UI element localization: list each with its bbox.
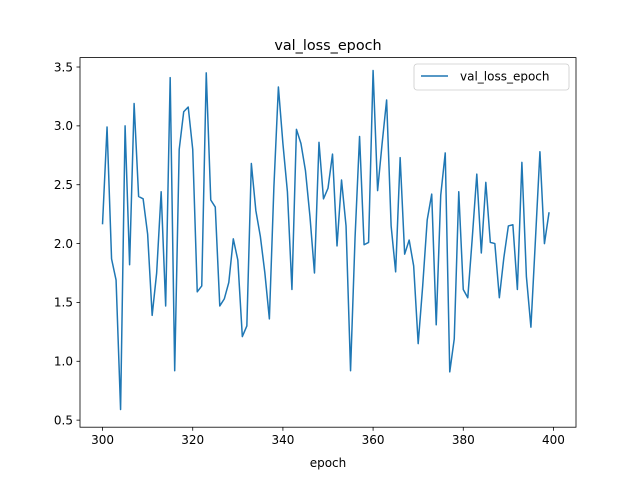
x-tick-label: 360 [362,433,385,447]
x-axis-label: epoch [310,456,347,470]
x-tick-label: 340 [271,433,294,447]
plot-area [101,69,550,411]
axes-frame [79,57,577,428]
x-axis: 300 320 340 360 380 400 [91,427,565,447]
x-tick-label: 380 [452,433,475,447]
y-tick-label: 3.5 [54,60,73,74]
x-tick-label: 300 [91,433,114,447]
y-tick-label: 1.5 [54,296,73,310]
y-axis: 0.5 1.0 1.5 2.0 2.5 3.0 3.5 [54,60,80,427]
x-tick-label: 320 [181,433,204,447]
y-tick-label: 3.0 [54,119,73,133]
y-tick-label: 2.0 [54,237,73,251]
y-tick-label: 0.5 [54,413,73,427]
y-tick-label: 2.5 [54,178,73,192]
chart-title: val_loss_epoch [274,38,381,54]
y-tick-label: 1.0 [54,355,73,369]
x-tick-label: 400 [542,433,565,447]
legend: val_loss_epoch [413,63,570,91]
series-line-0 [101,69,550,411]
legend-box [413,63,570,91]
legend-label: val_loss_epoch [460,70,550,84]
